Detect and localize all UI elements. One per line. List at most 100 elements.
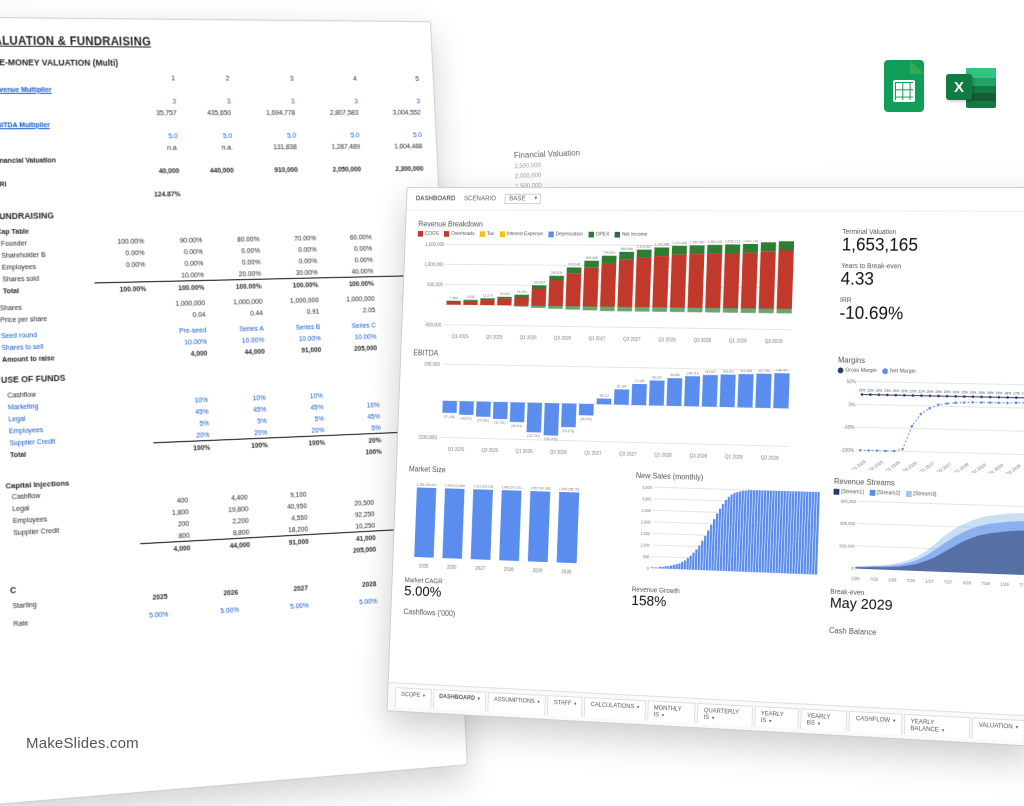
- svg-text:Q3 2026: Q3 2026: [554, 336, 572, 342]
- svg-text:21%: 21%: [918, 390, 925, 394]
- svg-text:(31,791): (31,791): [494, 421, 506, 425]
- svg-text:Q1 2027: Q1 2027: [588, 336, 606, 342]
- svg-text:1,483,207,031: 1,483,207,031: [502, 485, 523, 490]
- svg-text:500,000: 500,000: [427, 282, 443, 288]
- scenario-select[interactable]: BASE: [505, 194, 541, 204]
- svg-text:-500,000: -500,000: [424, 322, 442, 328]
- svg-text:22%: 22%: [910, 389, 917, 393]
- svg-text:1,000,000: 1,000,000: [424, 262, 444, 268]
- svg-text:960,966: 960,966: [621, 247, 633, 251]
- svg-text:1,345,312,500: 1,345,312,500: [445, 483, 465, 488]
- tab-yearly balance[interactable]: YEARLY BALANCE▾: [904, 714, 971, 738]
- svg-text:500: 500: [643, 554, 650, 559]
- svg-text:1,500: 1,500: [641, 531, 651, 536]
- ybe-value: 4.33: [840, 270, 1024, 291]
- tab-calculations[interactable]: CALCULATIONS▾: [584, 697, 646, 720]
- tab-staff[interactable]: STAFF▾: [547, 695, 583, 717]
- svg-text:2,500: 2,500: [641, 508, 651, 513]
- svg-text:400,000: 400,000: [840, 521, 856, 527]
- sheet-title: VALUATION & FUNDRAISING: [0, 34, 419, 50]
- svg-text:2029: 2029: [532, 568, 542, 574]
- margins-chart: Margins Gross MarginNet Margin 50%0%-50%…: [834, 356, 1024, 475]
- new-sales-chart: New Sales (monthly) 3,5003,0002,5002,000…: [631, 471, 821, 617]
- svg-text:Q3 2025: Q3 2025: [481, 448, 498, 454]
- svg-text:600,000: 600,000: [841, 499, 857, 505]
- useoffunds-table: CashflowMarketing10%10%10%Legal45%45%45%…: [1, 374, 439, 474]
- svg-text:19%: 19%: [970, 391, 977, 395]
- svg-text:Q3 2027: Q3 2027: [623, 337, 641, 343]
- svg-text:Q1 2026: Q1 2026: [515, 449, 532, 455]
- dashboard-topbar: DASHBOARD SCENARIO BASE: [407, 188, 1024, 212]
- tab-monthly is[interactable]: MONTHLY IS▾: [647, 700, 696, 723]
- svg-text:(200,000): (200,000): [418, 435, 437, 441]
- svg-text:1,281,250,000: 1,281,250,000: [417, 483, 437, 488]
- svg-text:Q3 2028: Q3 2028: [693, 338, 711, 344]
- svg-text:1,432,487: 1,432,487: [690, 240, 705, 244]
- svg-text:1,203,485: 1,203,485: [654, 243, 669, 247]
- svg-text:Q3 2025: Q3 2025: [486, 335, 503, 341]
- svg-text:Q3 2026: Q3 2026: [901, 460, 918, 474]
- svg-text:1,103,857: 1,103,857: [637, 245, 652, 249]
- svg-text:(93,273): (93,273): [562, 429, 574, 433]
- svg-text:(27,168): (27,168): [444, 415, 456, 419]
- svg-text:200,000: 200,000: [839, 543, 855, 549]
- svg-text:86,257: 86,257: [652, 376, 662, 380]
- svg-text:2025: 2025: [419, 564, 429, 570]
- irr-value: -10.69%: [839, 304, 1024, 326]
- svg-text:19%: 19%: [952, 390, 959, 394]
- svg-text:798,849: 798,849: [603, 251, 615, 255]
- svg-text:7,068: 7,068: [450, 296, 458, 300]
- tab-quarterly is[interactable]: QUARTERLY IS▾: [697, 703, 753, 726]
- tab-yearly bs[interactable]: YEARLY BS▾: [800, 708, 848, 731]
- tab-valuation[interactable]: VALUATION▾: [971, 717, 1024, 741]
- excel-icon: X: [946, 64, 996, 112]
- tab-assumptions[interactable]: ASSUMPTIONS▾: [487, 692, 546, 715]
- svg-text:(130,475): (130,475): [544, 437, 557, 441]
- tab-scope[interactable]: SCOPE▾: [395, 687, 432, 709]
- svg-text:2028: 2028: [504, 567, 514, 573]
- svg-text:1,412,578,125: 1,412,578,125: [473, 484, 493, 489]
- svg-text:7/25: 7/25: [870, 576, 879, 581]
- app-icons: X: [884, 60, 996, 116]
- svg-text:1/26: 1/26: [888, 577, 897, 583]
- svg-text:(38,321): (38,321): [511, 424, 523, 428]
- kpi-block: Terminal Valuation 1,653,165 Years to Br…: [838, 221, 1024, 351]
- rev-title: Revenue Breakdown: [418, 220, 829, 230]
- svg-text:608,466: 608,466: [586, 256, 598, 260]
- svg-text:1,702,312: 1,702,312: [779, 238, 794, 240]
- svg-text:Q3 2028: Q3 2028: [689, 453, 707, 460]
- svg-text:7/26: 7/26: [907, 578, 916, 584]
- svg-text:Q3 2028: Q3 2028: [970, 462, 987, 475]
- svg-text:0: 0: [851, 566, 854, 571]
- svg-text:246,634: 246,634: [551, 271, 563, 275]
- svg-text:22%: 22%: [901, 389, 908, 393]
- svg-text:Q3 2026: Q3 2026: [550, 450, 568, 456]
- svg-text:Q1 2025: Q1 2025: [448, 447, 465, 453]
- svg-text:Q1 2026: Q1 2026: [520, 335, 537, 341]
- premoney-table: 12345Revenue Multiplier3333335,757435,65…: [0, 71, 426, 201]
- svg-text:19%: 19%: [961, 390, 968, 394]
- svg-text:112,954: 112,954: [740, 369, 752, 373]
- svg-text:17%: 17%: [1013, 391, 1020, 395]
- tv-value: 1,653,165: [842, 236, 1024, 257]
- svg-text:419,148: 419,148: [568, 263, 580, 267]
- svg-text:Q1 2027: Q1 2027: [918, 460, 935, 474]
- svg-text:-50%: -50%: [844, 425, 856, 431]
- svg-text:1,552,756: 1,552,756: [743, 239, 758, 243]
- fundraising-table: Cap TableFounder100.00%90.00%80.00%70.00…: [0, 219, 434, 365]
- ebitda-chart: EBITDA 200,000(200,000)(27,168)(28,871)(…: [409, 349, 825, 469]
- svg-text:1,635,235,752: 1,635,235,752: [559, 487, 580, 492]
- svg-text:20%: 20%: [935, 390, 942, 394]
- svg-text:19%: 19%: [978, 391, 985, 395]
- tab-yearly is[interactable]: YEARLY IS▾: [754, 706, 799, 729]
- svg-text:2,000: 2,000: [641, 519, 651, 524]
- svg-text:(29,308): (29,308): [477, 418, 489, 422]
- tab-cashflow[interactable]: CASHFLOW▾: [849, 711, 902, 735]
- svg-text:1,557,367,383: 1,557,367,383: [530, 486, 551, 491]
- svg-text:Q1 2028: Q1 2028: [654, 452, 672, 459]
- revenue-streams-chart: Revenue Streams [Stream1][Stream2][Strea…: [829, 477, 1024, 626]
- tab-dashboard[interactable]: DASHBOARD▾: [432, 689, 486, 712]
- sheet-tabs: SCOPE▾DASHBOARD▾ASSUMPTIONS▾STAFF▾CALCUL…: [388, 682, 1024, 746]
- svg-text:(45,109): (45,109): [580, 417, 592, 421]
- svg-text:12,279: 12,279: [483, 293, 493, 297]
